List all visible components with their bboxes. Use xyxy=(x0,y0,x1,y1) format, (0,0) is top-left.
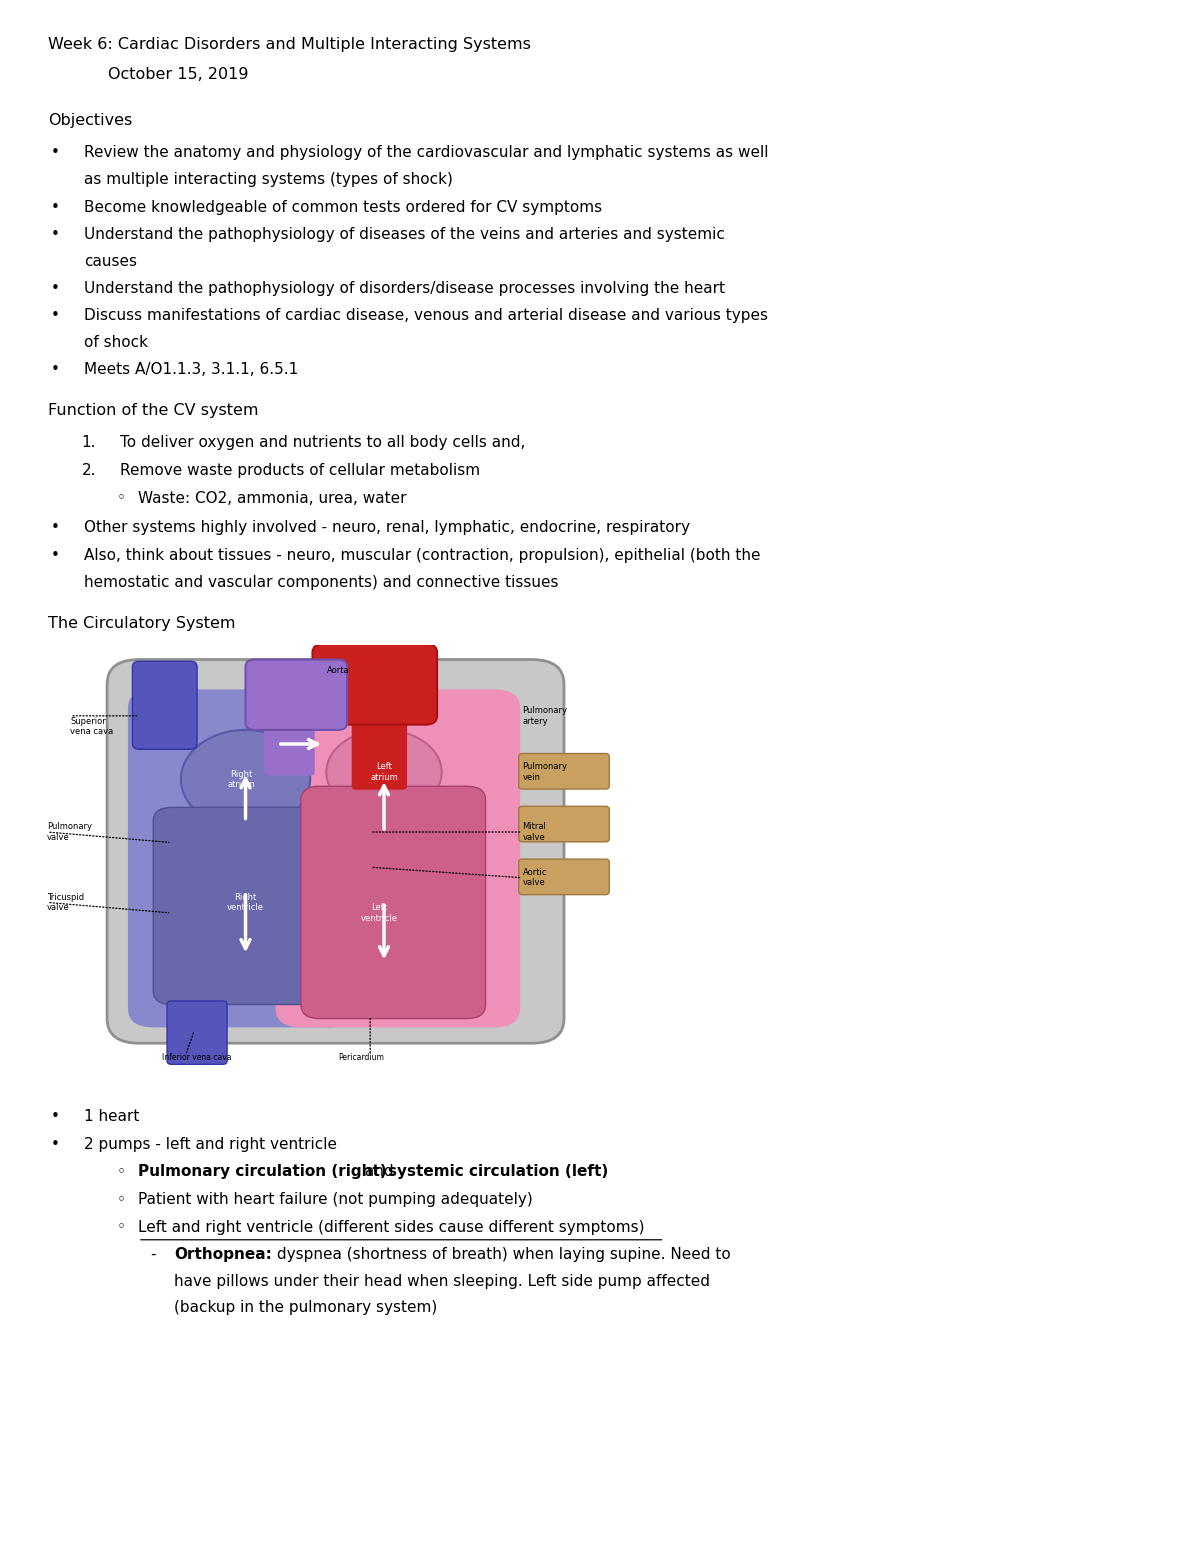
Text: •: • xyxy=(50,281,59,297)
Text: •: • xyxy=(50,1109,59,1124)
FancyBboxPatch shape xyxy=(167,1002,227,1064)
Text: Understand the pathophysiology of diseases of the veins and arteries and systemi: Understand the pathophysiology of diseas… xyxy=(84,227,725,242)
Text: Pulmonary
artery: Pulmonary artery xyxy=(522,707,568,725)
Text: Function of the CV system: Function of the CV system xyxy=(48,404,258,418)
Text: 1.: 1. xyxy=(82,435,96,450)
FancyBboxPatch shape xyxy=(301,786,486,1019)
Text: ◦: ◦ xyxy=(116,1219,126,1235)
Text: Also, think about tissues - neuro, muscular (contraction, propulsion), epithelia: Also, think about tissues - neuro, muscu… xyxy=(84,548,761,562)
FancyBboxPatch shape xyxy=(518,806,610,842)
FancyBboxPatch shape xyxy=(518,753,610,789)
Text: dyspnea (shortness of breath) when laying supine. Need to: dyspnea (shortness of breath) when layin… xyxy=(272,1247,731,1263)
Text: -: - xyxy=(150,1247,156,1263)
Text: Right
ventricle: Right ventricle xyxy=(227,893,264,912)
Text: Superior
vena cava: Superior vena cava xyxy=(70,716,114,736)
Text: and: and xyxy=(360,1165,398,1179)
Ellipse shape xyxy=(181,730,310,828)
Text: Understand the pathophysiology of disorders/disease processes involving the hear: Understand the pathophysiology of disord… xyxy=(84,281,725,297)
Text: Right
atrium: Right atrium xyxy=(227,769,254,789)
FancyBboxPatch shape xyxy=(352,705,407,790)
Text: hemostatic and vascular components) and connective tissues: hemostatic and vascular components) and … xyxy=(84,575,558,590)
Text: have pillows under their head when sleeping. Left side pump affected: have pillows under their head when sleep… xyxy=(174,1273,710,1289)
Text: •: • xyxy=(50,520,59,536)
Text: Left and right ventricle (different sides cause different symptoms): Left and right ventricle (different side… xyxy=(138,1219,644,1235)
Text: systemic circulation (left): systemic circulation (left) xyxy=(388,1165,608,1179)
Text: The Circulatory System: The Circulatory System xyxy=(48,615,235,631)
FancyBboxPatch shape xyxy=(276,690,520,1028)
Text: ◦: ◦ xyxy=(116,1193,126,1207)
Text: Waste: CO2, ammonia, urea, water: Waste: CO2, ammonia, urea, water xyxy=(138,491,407,506)
Text: causes: causes xyxy=(84,253,137,269)
FancyBboxPatch shape xyxy=(264,713,314,775)
Text: •: • xyxy=(50,1137,59,1152)
Text: Tricuspid
valve: Tricuspid valve xyxy=(47,893,84,912)
Text: Remove waste products of cellular metabolism: Remove waste products of cellular metabo… xyxy=(120,463,480,478)
Text: Aorta: Aorta xyxy=(326,666,349,674)
FancyBboxPatch shape xyxy=(154,808,329,1005)
Text: Pulmonary
vein: Pulmonary vein xyxy=(522,763,568,781)
Text: Review the anatomy and physiology of the cardiovascular and lymphatic systems as: Review the anatomy and physiology of the… xyxy=(84,146,768,160)
Text: Week 6: Cardiac Disorders and Multiple Interacting Systems: Week 6: Cardiac Disorders and Multiple I… xyxy=(48,37,530,53)
Text: Pericardium: Pericardium xyxy=(338,1053,384,1062)
FancyBboxPatch shape xyxy=(312,643,437,725)
Text: October 15, 2019: October 15, 2019 xyxy=(108,67,248,82)
FancyBboxPatch shape xyxy=(132,662,197,749)
Text: Other systems highly involved - neuro, renal, lymphatic, endocrine, respiratory: Other systems highly involved - neuro, r… xyxy=(84,520,690,536)
Text: Left
ventricle: Left ventricle xyxy=(361,904,398,922)
FancyBboxPatch shape xyxy=(246,660,347,730)
Text: of shock: of shock xyxy=(84,335,148,349)
Text: Inferior vena cava: Inferior vena cava xyxy=(162,1053,232,1062)
Text: •: • xyxy=(50,227,59,242)
Text: •: • xyxy=(50,362,59,377)
Text: •: • xyxy=(50,199,59,214)
Text: ◦: ◦ xyxy=(116,1165,126,1179)
Text: ◦: ◦ xyxy=(116,491,126,506)
FancyBboxPatch shape xyxy=(107,660,564,1044)
Text: Left
atrium: Left atrium xyxy=(370,763,398,781)
Text: as multiple interacting systems (types of shock): as multiple interacting systems (types o… xyxy=(84,172,452,188)
Text: 2 pumps - left and right ventricle: 2 pumps - left and right ventricle xyxy=(84,1137,337,1152)
Text: Pulmonary
valve: Pulmonary valve xyxy=(47,822,92,842)
Text: Pulmonary circulation (right): Pulmonary circulation (right) xyxy=(138,1165,386,1179)
Text: •: • xyxy=(50,548,59,562)
Text: Become knowledgeable of common tests ordered for CV symptoms: Become knowledgeable of common tests ord… xyxy=(84,199,602,214)
Text: Aortic
valve: Aortic valve xyxy=(522,868,547,887)
Text: Orthopnea:: Orthopnea: xyxy=(174,1247,272,1263)
Ellipse shape xyxy=(326,730,442,814)
FancyBboxPatch shape xyxy=(128,690,354,1028)
Text: Meets A/O1.1.3, 3.1.1, 6.5.1: Meets A/O1.1.3, 3.1.1, 6.5.1 xyxy=(84,362,299,377)
Text: (backup in the pulmonary system): (backup in the pulmonary system) xyxy=(174,1300,437,1315)
Text: •: • xyxy=(50,146,59,160)
Text: Discuss manifestations of cardiac disease, venous and arterial disease and vario: Discuss manifestations of cardiac diseas… xyxy=(84,307,768,323)
Text: •: • xyxy=(50,307,59,323)
Text: Mitral
valve: Mitral valve xyxy=(522,822,546,842)
FancyBboxPatch shape xyxy=(518,859,610,895)
Text: Objectives: Objectives xyxy=(48,113,132,127)
Text: To deliver oxygen and nutrients to all body cells and,: To deliver oxygen and nutrients to all b… xyxy=(120,435,526,450)
Text: Patient with heart failure (not pumping adequately): Patient with heart failure (not pumping … xyxy=(138,1193,533,1207)
Text: 1 heart: 1 heart xyxy=(84,1109,139,1124)
Text: 2.: 2. xyxy=(82,463,96,478)
